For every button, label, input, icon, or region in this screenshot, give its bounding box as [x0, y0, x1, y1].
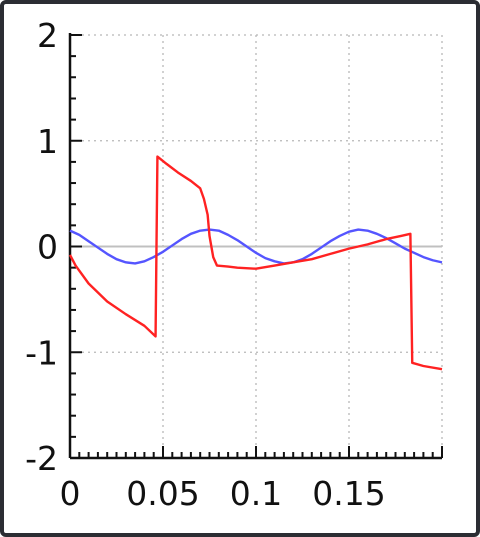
- y-tick-label-3: 1: [37, 122, 58, 161]
- x-tick-label-2: 0.1: [230, 474, 282, 513]
- y-tick-label-0: -2: [25, 439, 58, 478]
- series-line-1: [69, 228, 443, 265]
- axes: [68, 33, 443, 460]
- series: [68, 155, 443, 371]
- tick-labels: -2 -1 0 1 2 0 0.05 0.1 0.15: [25, 16, 386, 513]
- x-tick-label-0: 0: [60, 474, 81, 513]
- y-tick-label-1: -1: [25, 333, 58, 372]
- y-tick-label-2: 0: [37, 228, 58, 267]
- x-tick-label-1: 0.05: [126, 474, 199, 513]
- y-tick-label-4: 2: [37, 16, 58, 55]
- x-tick-label-3: 0.15: [312, 474, 385, 513]
- grid: [70, 34, 443, 458]
- line-chart: -2 -1 0 1 2 0 0.05 0.1 0.15: [25, 16, 443, 513]
- series-line-2: [68, 155, 443, 371]
